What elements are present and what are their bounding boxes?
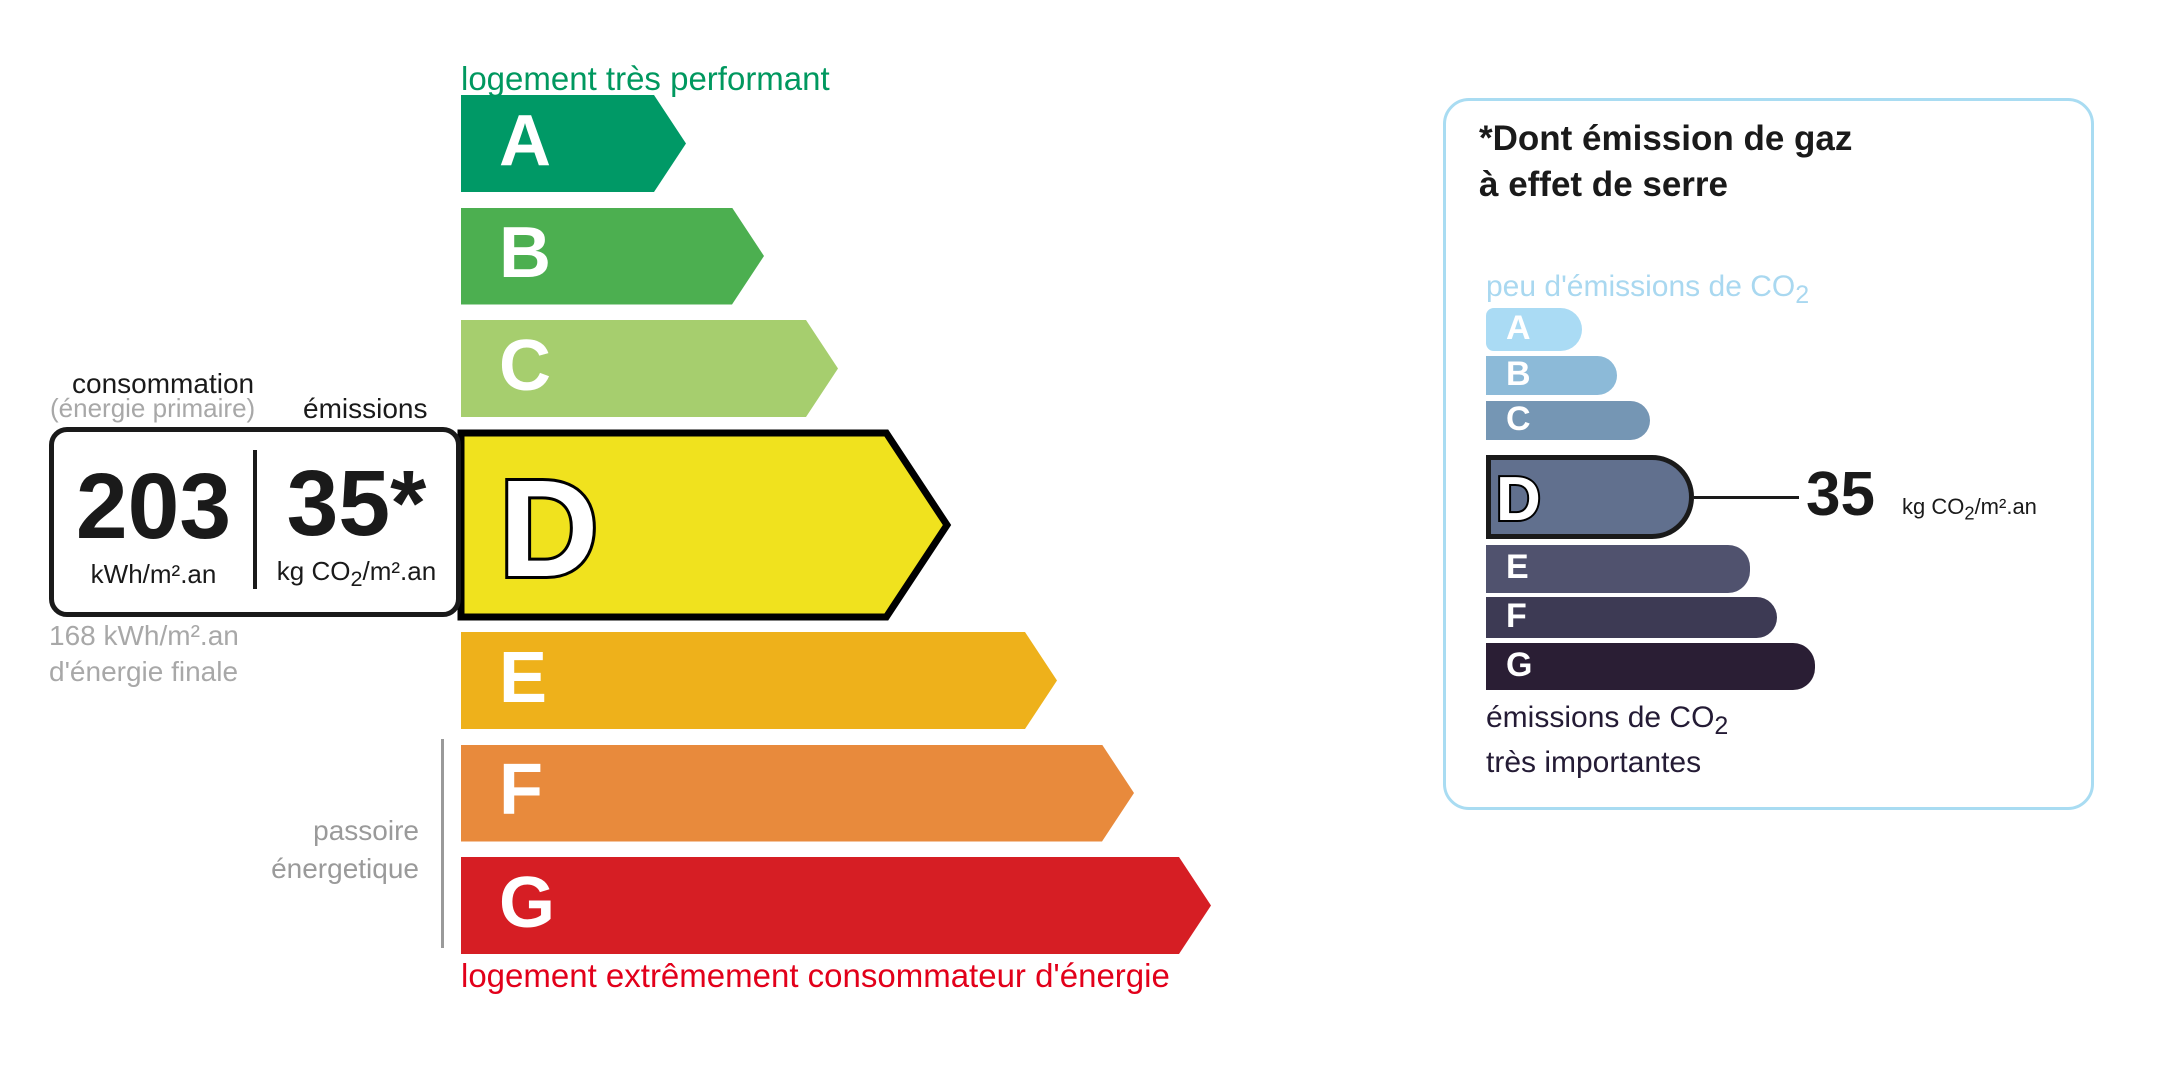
svg-text:D: D xyxy=(499,452,599,606)
svg-text:D: D xyxy=(1496,465,1541,534)
